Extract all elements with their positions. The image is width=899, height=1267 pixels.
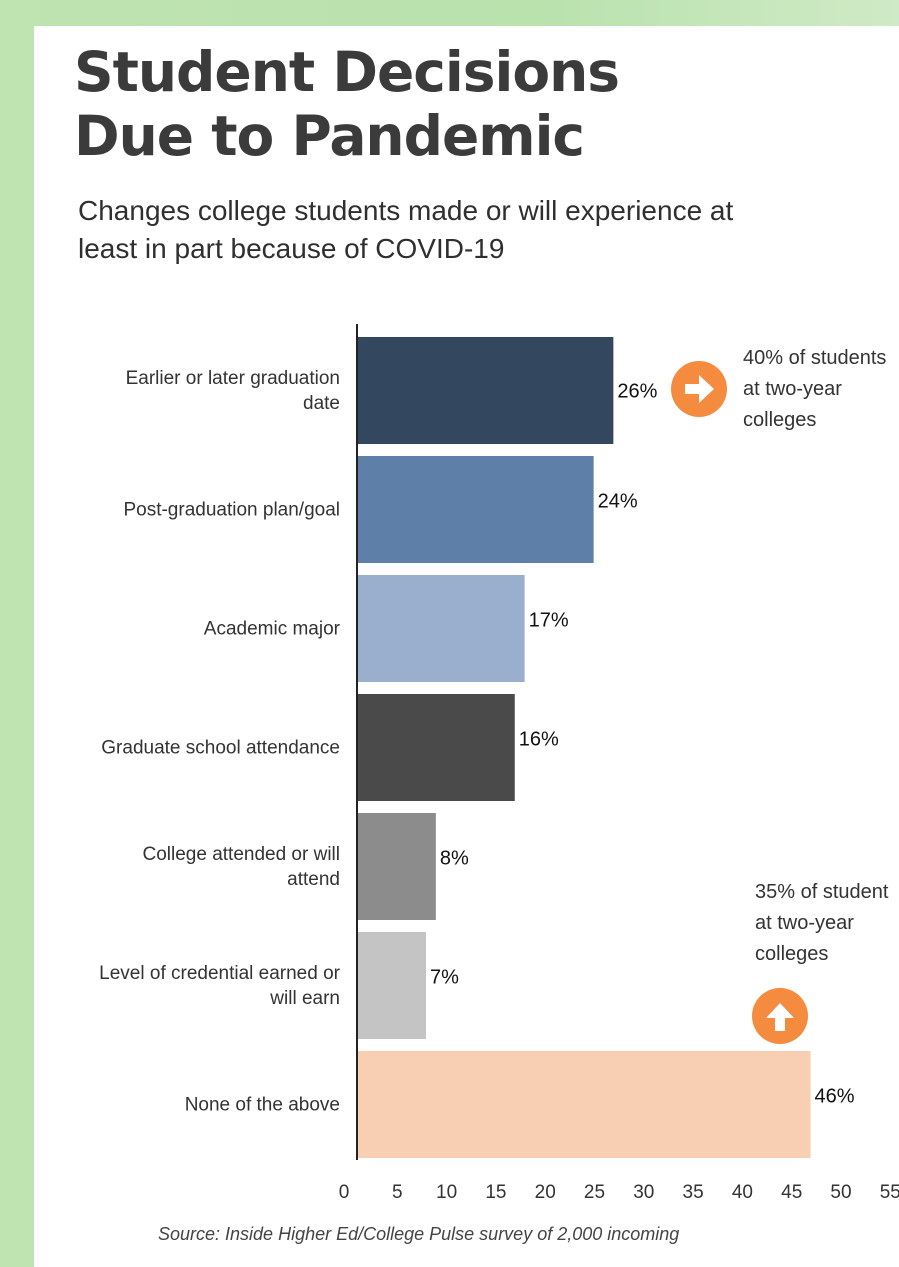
title-line-2: Due to Pandemic xyxy=(74,104,585,168)
bar-6 xyxy=(357,1051,811,1158)
bar-2 xyxy=(357,575,525,682)
arrow-up-icon xyxy=(752,988,808,1044)
x-tick-label-7: 35 xyxy=(683,1182,704,1203)
bar-4 xyxy=(357,813,436,920)
value-label-4: 8% xyxy=(440,848,469,870)
x-tick-label-11: 55 xyxy=(880,1182,899,1203)
value-label-5: 7% xyxy=(430,967,459,989)
category-label-6: None of the above xyxy=(185,1095,340,1116)
x-tick-label-2: 10 xyxy=(436,1182,457,1203)
x-tick-label-4: 20 xyxy=(535,1182,556,1203)
value-label-6: 46% xyxy=(815,1086,855,1108)
subtitle: Changes college students made or will ex… xyxy=(78,195,734,264)
x-tick-label-3: 15 xyxy=(485,1182,506,1203)
value-label-1: 24% xyxy=(598,491,638,513)
value-label-2: 17% xyxy=(529,610,569,632)
bar-3 xyxy=(357,694,515,801)
annotation-note-1: 35% of student at two-year colleges xyxy=(755,881,889,965)
x-tick-label-1: 5 xyxy=(392,1182,403,1203)
annotation-note-0: 40% of students at two-year colleges xyxy=(743,347,886,431)
source-note: Source: Inside Higher Ed/College Pulse s… xyxy=(158,1224,680,1244)
arrow-right-icon xyxy=(671,361,727,417)
category-label-0: Earlier or later graduation date xyxy=(126,368,340,414)
x-tick-label-6: 30 xyxy=(633,1182,654,1203)
page-title: Student Decisions Due to Pandemic xyxy=(74,40,620,168)
bar-1 xyxy=(357,456,594,563)
value-label-0: 26% xyxy=(617,381,657,403)
category-label-3: Graduate school attendance xyxy=(101,738,340,759)
x-tick-label-8: 40 xyxy=(732,1182,753,1203)
category-label-2: Academic major xyxy=(204,619,341,640)
x-tick-label-10: 50 xyxy=(830,1182,851,1203)
value-label-3: 16% xyxy=(519,729,559,751)
x-tick-label-5: 25 xyxy=(584,1182,605,1203)
bar-5 xyxy=(357,932,427,1039)
category-label-4: College attended or will attend xyxy=(142,844,340,890)
title-line-1: Student Decisions xyxy=(74,40,620,104)
bar-0 xyxy=(357,337,614,444)
category-label-5: Level of credential earned or will earn xyxy=(99,963,340,1009)
x-tick-label-9: 45 xyxy=(781,1182,802,1203)
category-label-1: Post-graduation plan/goal xyxy=(123,500,340,521)
x-tick-label-0: 0 xyxy=(339,1182,350,1203)
